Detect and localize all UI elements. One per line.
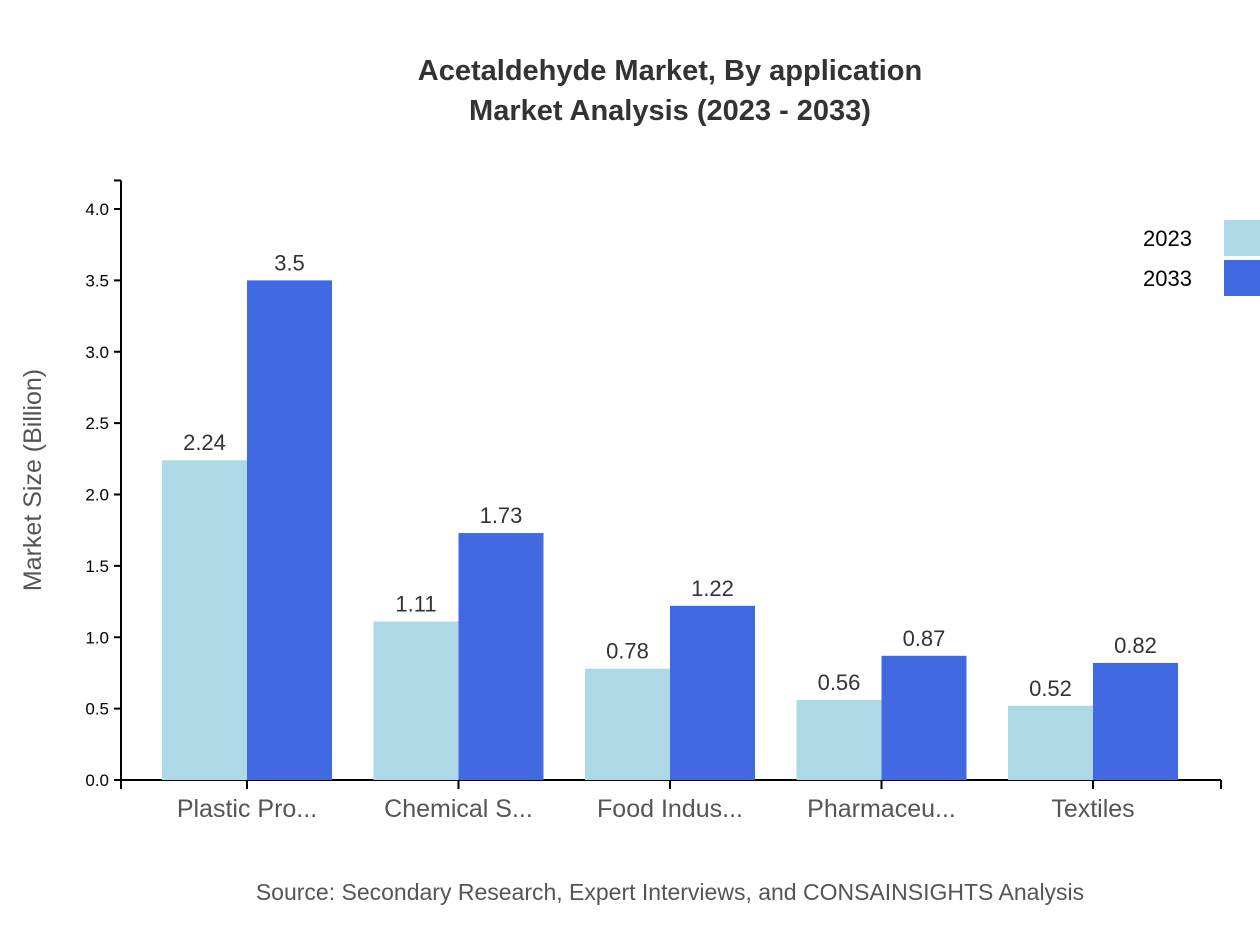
data-label: 1.73 <box>480 503 523 528</box>
data-label: 3.5 <box>274 250 305 275</box>
data-label: 0.82 <box>1114 633 1157 658</box>
y-tick-label: 4.0 <box>85 200 109 219</box>
bar-2023 <box>162 460 247 780</box>
source-note: Source: Secondary Research, Expert Inter… <box>256 879 1084 905</box>
y-tick-label: 2.5 <box>85 414 109 433</box>
data-label: 1.11 <box>395 592 436 617</box>
legend-label: 2023 <box>1143 226 1192 251</box>
y-axis-label: Market Size (Billion) <box>19 369 47 591</box>
bar-2033 <box>247 280 332 780</box>
bar-2023 <box>373 621 459 780</box>
legend-swatch-2023 <box>1224 220 1260 256</box>
bar-2033 <box>881 655 967 780</box>
y-tick-label: 1.5 <box>85 557 109 576</box>
data-label: 0.78 <box>606 639 649 664</box>
data-label: 1.22 <box>691 576 734 601</box>
x-tick-label: Textiles <box>1051 795 1134 823</box>
x-tick-label: Chemical S... <box>384 795 533 823</box>
x-tick-label: Plastic Pro... <box>177 795 317 823</box>
x-tick-label: Food Indus... <box>597 795 743 823</box>
bar-2023 <box>585 668 670 780</box>
data-label: 0.52 <box>1029 676 1072 701</box>
legend-label: 2033 <box>1143 266 1192 291</box>
bar-2033 <box>670 605 755 780</box>
bar-2033 <box>1093 662 1178 780</box>
chart-title-line1: Acetaldehyde Market, By application <box>418 55 922 87</box>
chart-title-line2: Market Analysis (2023 - 2033) <box>469 95 871 127</box>
y-tick-label: 0.5 <box>85 700 109 719</box>
y-tick-label: 2.0 <box>85 486 109 505</box>
y-tick-label: 0.0 <box>85 771 109 790</box>
data-label: 0.87 <box>903 626 946 651</box>
bar-2023 <box>796 700 882 780</box>
y-tick-label: 1.0 <box>85 628 109 647</box>
x-tick-label: Pharmaceu... <box>807 795 956 823</box>
legend-swatch-2033 <box>1224 260 1260 296</box>
y-tick-label: 3.0 <box>85 343 109 362</box>
data-label: 2.24 <box>183 430 226 455</box>
bar-2033 <box>458 533 544 780</box>
data-label: 0.56 <box>818 670 861 695</box>
y-tick-label: 3.5 <box>85 271 109 290</box>
bar-2023 <box>1008 705 1093 780</box>
